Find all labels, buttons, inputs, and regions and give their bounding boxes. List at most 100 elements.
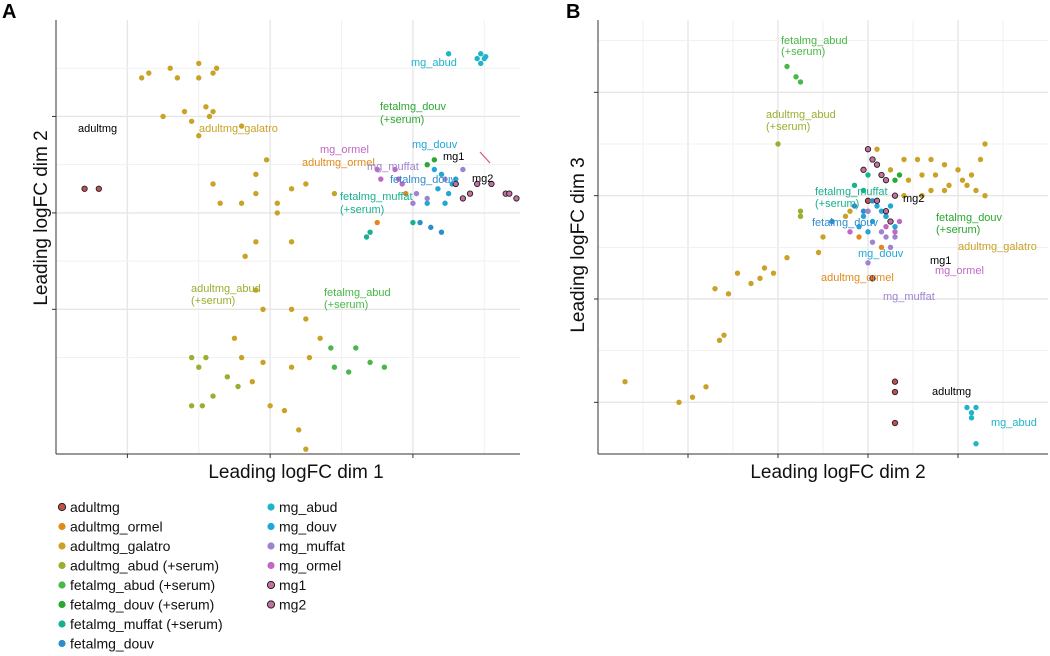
panel-a-point-adultmg-galatro bbox=[288, 306, 295, 313]
panel-a-point-adultmg-galatro bbox=[174, 75, 181, 81]
panel-b-point-adultmg-abud-serum bbox=[797, 208, 804, 214]
panel-a-point-adultmg-abud-serum bbox=[196, 364, 202, 370]
panel-b-point-adultmg-galatro bbox=[955, 167, 961, 173]
panel-b-point-mg-ormel bbox=[847, 229, 853, 235]
panel-a-point-adultmg-galatro bbox=[238, 200, 245, 206]
panel-b-point-label-mg-abud: mg_abud bbox=[991, 417, 1037, 429]
panel-a-point-adultmg-galatro bbox=[331, 190, 338, 197]
panel-a-point-fetalmg-abud-serum bbox=[331, 364, 338, 370]
panel-a-point-adultmg-galatro bbox=[203, 104, 209, 110]
panel-b: fetalmg_abud(+serum)adultmg_abud(+serum)… bbox=[594, 20, 1048, 458]
panel-a-point-adultmg-ormel bbox=[403, 190, 409, 197]
panel-b-point-adultmg-galatro bbox=[725, 291, 732, 297]
panel-a-point-adultmg-galatro bbox=[231, 335, 238, 341]
panel-a-point-fetalmg-douv-serum bbox=[424, 161, 430, 168]
panel-b-point-label-serum: (+serum) bbox=[766, 121, 810, 133]
panel-a-point-adultmg-galatro bbox=[274, 200, 280, 206]
panel-b-point-mg-muffat bbox=[865, 260, 871, 266]
panel-a-point-adultmg-galatro bbox=[196, 60, 202, 67]
panel-a-point-adultmg-galatro bbox=[253, 239, 259, 245]
panel-a-point-mg-douv bbox=[453, 176, 459, 182]
panel-a-point-adultmg-abud-serum bbox=[224, 374, 231, 380]
panel-b-point-fetalmg-abud-serum bbox=[793, 74, 799, 80]
legend-label-adultmg-galatro: adultmg_galatro bbox=[70, 538, 171, 554]
panel-a-point-fetalmg-douv-serum bbox=[431, 157, 438, 163]
legend-swatch-mg2 bbox=[266, 600, 276, 609]
panel-a-point-label-fetalmg-douv: fetalmg_douv bbox=[390, 174, 457, 186]
panel-a-point-adultmg-ormel bbox=[374, 219, 380, 226]
panel-a-point-adultmg-galatro bbox=[249, 378, 256, 385]
legend-label-adultmg-ormel: adultmg_ormel bbox=[70, 519, 163, 535]
panel-b-point-mg-douv bbox=[865, 229, 871, 235]
panel-b-point-mg-abud bbox=[973, 404, 979, 411]
panel-a-point-adultmg bbox=[95, 185, 102, 192]
legend-swatch-adultmg bbox=[57, 502, 67, 512]
panel-b-point-adultmg-galatro bbox=[941, 187, 948, 194]
panel-b-point-fetalmg-douv bbox=[869, 198, 876, 204]
panel-b-point-adultmg-galatro bbox=[757, 275, 763, 282]
legend-label-mg-abud: mg_abud bbox=[279, 499, 337, 515]
panel-a-point-label-mg-douv: mg_douv bbox=[412, 139, 458, 151]
panel-a-point-adultmg-galatro bbox=[210, 181, 216, 187]
panel-b-point-adultmg-abud-serum bbox=[797, 213, 804, 220]
panel-a-point-adultmg-galatro bbox=[253, 190, 259, 197]
panel-b-point-adultmg-galatro bbox=[689, 394, 696, 400]
panel-b-point-mg2 bbox=[864, 146, 872, 153]
panel-b-point-mg-ormel bbox=[896, 218, 903, 225]
panel-a-point-mg2 bbox=[506, 190, 513, 197]
panel-a-point-mg-douv bbox=[424, 200, 430, 206]
panel-a-point-adultmg-galatro bbox=[213, 65, 220, 71]
panel-b-point-mg1 bbox=[882, 208, 890, 215]
panel-a-point-fetalmg-muffat-serum bbox=[367, 229, 373, 235]
panel-b-point-mg-douv bbox=[869, 218, 876, 225]
legend-label-mg2: mg2 bbox=[279, 597, 306, 613]
panel-a-point-adultmg-galatro bbox=[303, 181, 309, 187]
legend-swatch-adultmg-galatro bbox=[58, 542, 66, 550]
legend-label-fetalmg-abud-serum: fetalmg_abud (+serum) bbox=[70, 577, 215, 593]
panel-b-point-mg-douv bbox=[892, 223, 898, 230]
panel-b-point-label-serum: (+serum) bbox=[815, 198, 859, 210]
panel-a-point-adultmg-abud-serum bbox=[199, 403, 206, 409]
panel-b-point-mg2 bbox=[873, 161, 881, 168]
panel-b-point-adultmg-galatro bbox=[946, 182, 952, 189]
panel-a-point-label-mg-abud: mg_abud bbox=[411, 57, 457, 69]
panel-a-letter: A bbox=[2, 1, 16, 23]
panel-a-point-mg-douv bbox=[442, 200, 448, 206]
panel-b-point-mg-abud bbox=[968, 409, 975, 416]
panel-a-point-adultmg-galatro bbox=[181, 108, 188, 115]
panel-b-point-label-fetalmg-muffat: fetalmg_muffat bbox=[815, 186, 888, 198]
legend-swatch-fetalmg-douv bbox=[58, 639, 66, 648]
panel-b-point-mg-douv bbox=[887, 203, 894, 209]
panel-a-point-mg1 bbox=[452, 180, 459, 188]
panel-b-point-adultmg-galatro bbox=[734, 270, 741, 276]
panel-a-point-adultmg-galatro bbox=[288, 239, 295, 245]
panel-b-point-mg-muffat bbox=[887, 244, 894, 251]
panel-a-point-fetalmg-muffat-serum bbox=[363, 234, 370, 240]
panel-b-point-fetalmg-douv bbox=[829, 218, 835, 225]
panel-a-point-adultmg-galatro bbox=[288, 364, 295, 370]
legend-swatch-adultmg-ormel bbox=[58, 522, 66, 531]
legend-label-mg-muffat: mg_muffat bbox=[279, 538, 345, 554]
panel-b-point-label-mg2: mg2 bbox=[903, 193, 924, 205]
panel-a-point-label-fetalmg-muffat: fetalmg_muffat bbox=[340, 191, 413, 203]
panel-b-point-adultmg-galatro bbox=[770, 270, 777, 276]
panel-a-ylabel: Leading logFC dim 2 bbox=[31, 130, 52, 305]
panel-a-point-mg2 bbox=[513, 195, 520, 202]
panel-b-point-mg-muffat bbox=[878, 229, 885, 235]
legend-swatch-mg-muffat bbox=[267, 542, 275, 550]
legend-swatch-fetalmg-muffat-serum bbox=[58, 620, 66, 628]
panel-b-point-adultmg-galatro bbox=[919, 172, 925, 178]
panel-b-point-fetalmg-abud-serum bbox=[784, 63, 790, 70]
panel-b-point-mg1 bbox=[891, 192, 899, 199]
panel-b-point-mg-douv bbox=[860, 213, 867, 220]
panel-b-point-mg-ormel bbox=[892, 229, 898, 235]
panel-b-point-mg-douv bbox=[883, 213, 889, 220]
panel-a-point-mg-ormel bbox=[399, 181, 405, 187]
panel-a-point-fetalmg-abud-serum bbox=[381, 364, 388, 370]
panel-b-point-adultmg-galatro bbox=[874, 146, 880, 152]
panel-b-letter: B bbox=[566, 1, 580, 23]
panel-a-point-adultmg-galatro bbox=[210, 108, 216, 115]
panel-b-point-fetalmg-muffat-serum bbox=[860, 187, 867, 194]
panel-a-point-mg-abud bbox=[474, 55, 480, 62]
panel-a-point-adultmg-galatro bbox=[196, 133, 202, 139]
